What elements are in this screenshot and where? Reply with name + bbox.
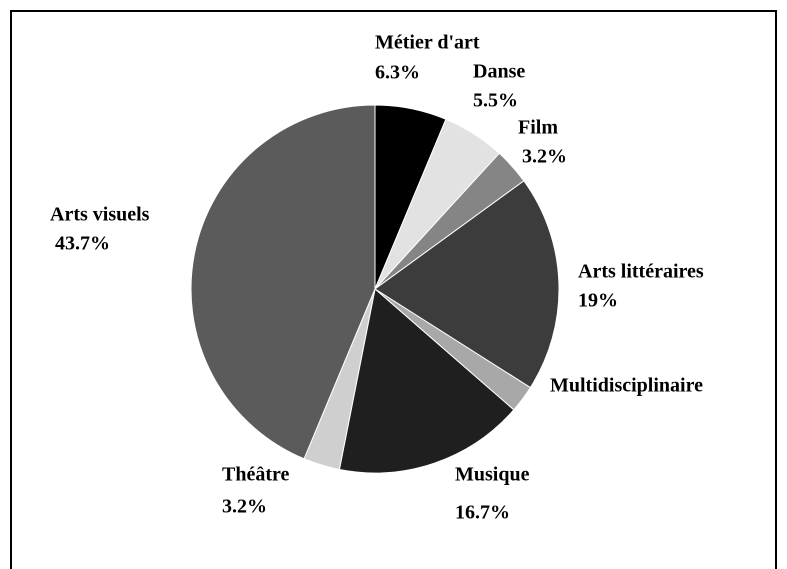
slice-value: 43.7% [55, 233, 110, 255]
slice-label: Métier d'art [375, 32, 480, 54]
slice-label: Danse [473, 61, 525, 83]
frame [10, 10, 777, 569]
slice-value: 6.3% [375, 62, 420, 84]
slice-label: Film [518, 117, 558, 139]
slice-label: Musique [455, 464, 530, 486]
pie-slice [374, 180, 560, 389]
slice-value: 3.2% [222, 496, 267, 518]
slice-value: 16.7% [455, 502, 510, 524]
slice-value: 19% [578, 290, 618, 312]
slice-value: 3.2% [522, 146, 567, 168]
slice-label: Théâtre [222, 464, 290, 486]
pie-slice [338, 288, 515, 474]
slice-value: 5.5% [473, 90, 518, 112]
slice-label: Arts visuels [50, 204, 150, 226]
slice-label: Arts littéraires [578, 261, 704, 283]
slice-label: Multidisciplinaire [550, 375, 703, 397]
pie-slice [190, 104, 376, 460]
